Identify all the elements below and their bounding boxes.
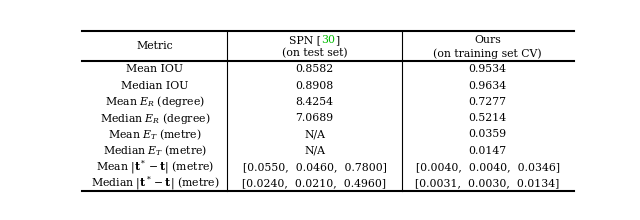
Text: (on test set): (on test set) xyxy=(282,48,348,59)
Text: 0.8908: 0.8908 xyxy=(296,81,333,90)
Text: Median $|\mathbf{t}^* - \mathbf{t}|$ (metre): Median $|\mathbf{t}^* - \mathbf{t}|$ (me… xyxy=(91,174,219,192)
Text: Mean $E_R$ (degree): Mean $E_R$ (degree) xyxy=(105,94,205,109)
Text: Ours: Ours xyxy=(474,35,501,45)
Text: Median IOU: Median IOU xyxy=(121,81,189,90)
Text: Mean $|\mathbf{t}^* - \mathbf{t}|$ (metre): Mean $|\mathbf{t}^* - \mathbf{t}|$ (metr… xyxy=(96,158,214,176)
Text: [0.0040,  0.0040,  0.0346]: [0.0040, 0.0040, 0.0346] xyxy=(415,162,559,172)
Text: 0.0147: 0.0147 xyxy=(468,146,507,156)
Text: [0.0550,  0.0460,  0.7800]: [0.0550, 0.0460, 0.7800] xyxy=(243,162,387,172)
Text: 0.9634: 0.9634 xyxy=(468,81,507,90)
Text: 7.0689: 7.0689 xyxy=(296,113,333,123)
Text: 30: 30 xyxy=(321,35,335,45)
Text: SPN [: SPN [ xyxy=(289,35,321,45)
Text: Metric: Metric xyxy=(136,41,173,51)
Text: N/A: N/A xyxy=(304,129,325,139)
Text: (on training set CV): (on training set CV) xyxy=(433,48,542,59)
Text: N/A: N/A xyxy=(304,146,325,156)
Text: 0.0359: 0.0359 xyxy=(468,129,507,139)
Text: 0.7277: 0.7277 xyxy=(468,97,507,107)
Text: 0.5214: 0.5214 xyxy=(468,113,507,123)
Text: Mean $E_T$ (metre): Mean $E_T$ (metre) xyxy=(108,127,202,142)
Text: 0.9534: 0.9534 xyxy=(468,64,507,74)
Text: 8.4254: 8.4254 xyxy=(296,97,333,107)
Text: [0.0240,  0.0210,  0.4960]: [0.0240, 0.0210, 0.4960] xyxy=(243,178,387,188)
Text: Mean IOU: Mean IOU xyxy=(127,64,184,74)
Text: 0.8582: 0.8582 xyxy=(296,64,333,74)
Text: [0.0031,  0.0030,  0.0134]: [0.0031, 0.0030, 0.0134] xyxy=(415,178,560,188)
Text: Median $E_T$ (metre): Median $E_T$ (metre) xyxy=(103,143,207,158)
Text: Median $E_R$ (degree): Median $E_R$ (degree) xyxy=(100,110,210,126)
Text: ]: ] xyxy=(335,35,339,45)
